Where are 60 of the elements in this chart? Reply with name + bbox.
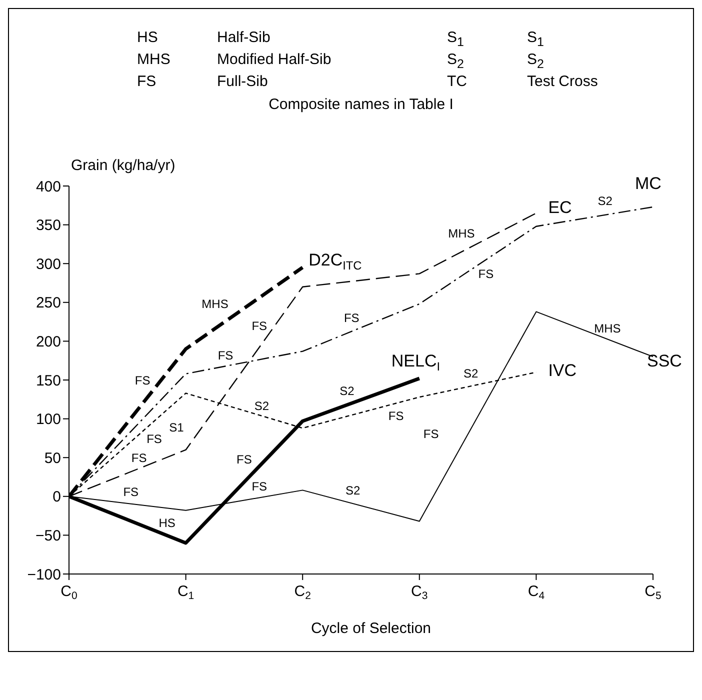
y-tick-label: 100: [36, 411, 61, 428]
annotation: FS: [388, 408, 404, 423]
x-tick-label: C$_{3}$: [411, 583, 428, 602]
y-tick-label: 300: [36, 256, 61, 273]
text: S$_{2}$: [447, 51, 464, 71]
annotation: FS: [344, 311, 360, 326]
annotation: FS: [134, 373, 150, 388]
y-tick-label: 50: [44, 450, 61, 467]
y-axis-title: Grain (kg/ha/yr): [71, 157, 176, 174]
text: Modified Half-Sib: [217, 51, 332, 68]
annotation: S1: [169, 420, 184, 435]
text: HS: [137, 29, 158, 46]
y-tick-label: 250: [36, 294, 61, 312]
text: TC: [447, 73, 467, 90]
series-label: IVC: [548, 361, 577, 380]
annotation: FS: [218, 348, 234, 362]
annotation: S2: [254, 398, 270, 413]
series-label: MC: [635, 174, 662, 193]
y-tick-label: 150: [36, 372, 61, 390]
annotation: S2: [345, 483, 360, 498]
series-label: EC: [548, 198, 572, 218]
annotation: S2: [598, 194, 613, 208]
series-label: SSC: [647, 352, 682, 371]
text: Full-Sib: [217, 73, 268, 90]
annotation: MHS: [448, 226, 475, 241]
annotation: FS: [123, 485, 139, 500]
annotation: FS: [146, 432, 162, 446]
y-tick-label: 0: [52, 488, 61, 506]
text: S$_{2}$: [527, 51, 544, 71]
series-label: D2C$_{ITC}$: [308, 250, 362, 272]
annotation: MHS: [202, 297, 228, 312]
annotation: FS: [131, 450, 147, 465]
text: Test Cross: [527, 73, 598, 90]
x-tick-label: C$_{0}$: [60, 583, 78, 602]
annotation: FS: [252, 318, 268, 333]
annotation: FS: [423, 426, 439, 441]
text: Half-Sib: [217, 29, 270, 46]
annotation: FS: [478, 266, 494, 281]
annotation: FS: [252, 480, 268, 494]
annotation: MHS: [594, 321, 621, 336]
x-tick-label: C$_{2}$: [294, 583, 312, 602]
y-tick-label: 350: [36, 217, 61, 234]
y-tick-label: −100: [27, 566, 61, 584]
x-tick-label: C$_{1}$: [177, 583, 194, 602]
text: S$_{1}$: [447, 29, 464, 49]
annotation: S2: [340, 384, 355, 398]
x-tick-label: C$_{4}$: [528, 583, 545, 602]
x-tick-label: C$_{5}$: [644, 583, 662, 602]
annotation: FS: [236, 452, 252, 466]
text: S$_{1}$: [527, 29, 544, 49]
y-tick-label: 400: [36, 178, 61, 196]
text: MHS: [137, 51, 170, 68]
y-tick-label: 200: [36, 334, 61, 351]
y-tick-label: −50: [36, 528, 61, 545]
x-axis-title: Cycle of Selection: [310, 620, 432, 637]
text: Composite names in Table I: [268, 96, 454, 113]
annotation: HS: [158, 516, 176, 530]
series-label: NELC$_{I}$: [391, 351, 440, 374]
annotation: S2: [463, 366, 478, 380]
text: FS: [137, 73, 156, 90]
